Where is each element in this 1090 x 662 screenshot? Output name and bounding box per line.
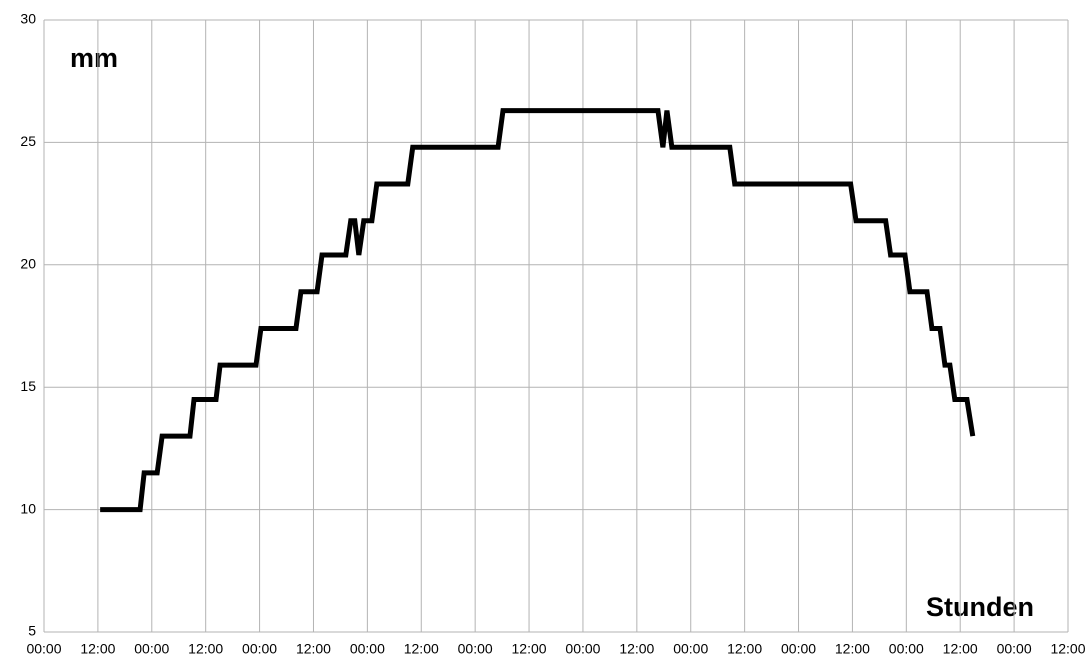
x-tick-label: 00:00	[565, 641, 600, 657]
x-tick-label: 00:00	[889, 641, 924, 657]
x-axis-label: Stunden	[926, 592, 1034, 622]
x-tick-label: 12:00	[727, 641, 762, 657]
x-tick-label: 12:00	[1050, 641, 1085, 657]
x-tick-label: 12:00	[512, 641, 547, 657]
x-tick-label: 12:00	[188, 641, 223, 657]
x-tick-label: 12:00	[404, 641, 439, 657]
y-tick-label: 15	[20, 378, 36, 394]
x-tick-label: 00:00	[458, 641, 493, 657]
x-tick-label: 00:00	[26, 641, 61, 657]
y-tick-label: 30	[20, 11, 36, 27]
y-tick-label: 5	[28, 623, 36, 639]
x-tick-label: 00:00	[350, 641, 385, 657]
x-tick-label: 12:00	[80, 641, 115, 657]
x-tick-label: 12:00	[619, 641, 654, 657]
x-tick-label: 12:00	[835, 641, 870, 657]
y-tick-label: 10	[20, 500, 36, 516]
x-tick-label: 00:00	[673, 641, 708, 657]
x-tick-label: 00:00	[242, 641, 277, 657]
y-tick-label: 20	[20, 256, 36, 272]
x-tick-label: 00:00	[134, 641, 169, 657]
y-axis-label: mm	[70, 43, 118, 73]
data-line	[100, 108, 976, 513]
x-tick-label: 00:00	[997, 641, 1032, 657]
x-tick-label: 12:00	[296, 641, 331, 657]
y-tick-label: 25	[20, 133, 36, 149]
x-tick-label: 12:00	[943, 641, 978, 657]
x-tick-label: 00:00	[781, 641, 816, 657]
